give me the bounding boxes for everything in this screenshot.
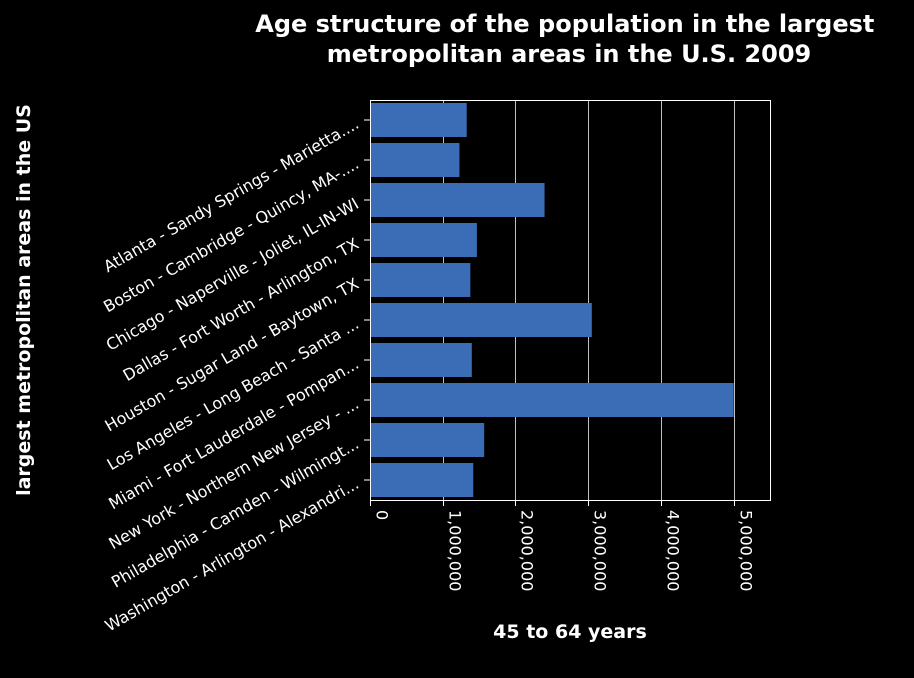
- x-tick-label: 1,000,000: [446, 510, 465, 591]
- x-tick-label: 5,000,000: [737, 510, 756, 591]
- x-axis-title: 45 to 64 years: [493, 621, 647, 643]
- bar: [371, 463, 474, 497]
- bar: [371, 303, 592, 337]
- x-tick-label: 3,000,000: [591, 510, 610, 591]
- bar: [371, 343, 472, 377]
- x-axis-ticks: 0 1,000,000 2,000,000 3,000,000 4,000,000 5,0…: [370, 500, 756, 591]
- bar: [371, 263, 471, 297]
- y-axis-title: largest metropolitan areas in the US: [13, 104, 35, 496]
- x-tick-label: 0: [373, 510, 392, 520]
- bar: [371, 223, 477, 257]
- plot-frame: [370, 100, 771, 501]
- x-tick-label: 2,000,000: [518, 510, 537, 591]
- bar: [371, 423, 485, 457]
- chart-title: Age structure of the population in the l…: [255, 10, 882, 68]
- chart-title-line-2: metropolitan areas in the U.S. 2009: [327, 40, 811, 68]
- chart-title-line-1: Age structure of the population in the l…: [255, 10, 874, 38]
- bar: [371, 143, 460, 177]
- bar: [371, 383, 734, 417]
- bar: [371, 103, 467, 137]
- bars: [371, 103, 734, 497]
- x-tick-label: 4,000,000: [664, 510, 683, 591]
- y-axis-ticks: Atlanta - Sandy Springs - Marietta....Bo…: [100, 114, 370, 635]
- bar: [371, 183, 545, 217]
- gridlines: [443, 100, 735, 500]
